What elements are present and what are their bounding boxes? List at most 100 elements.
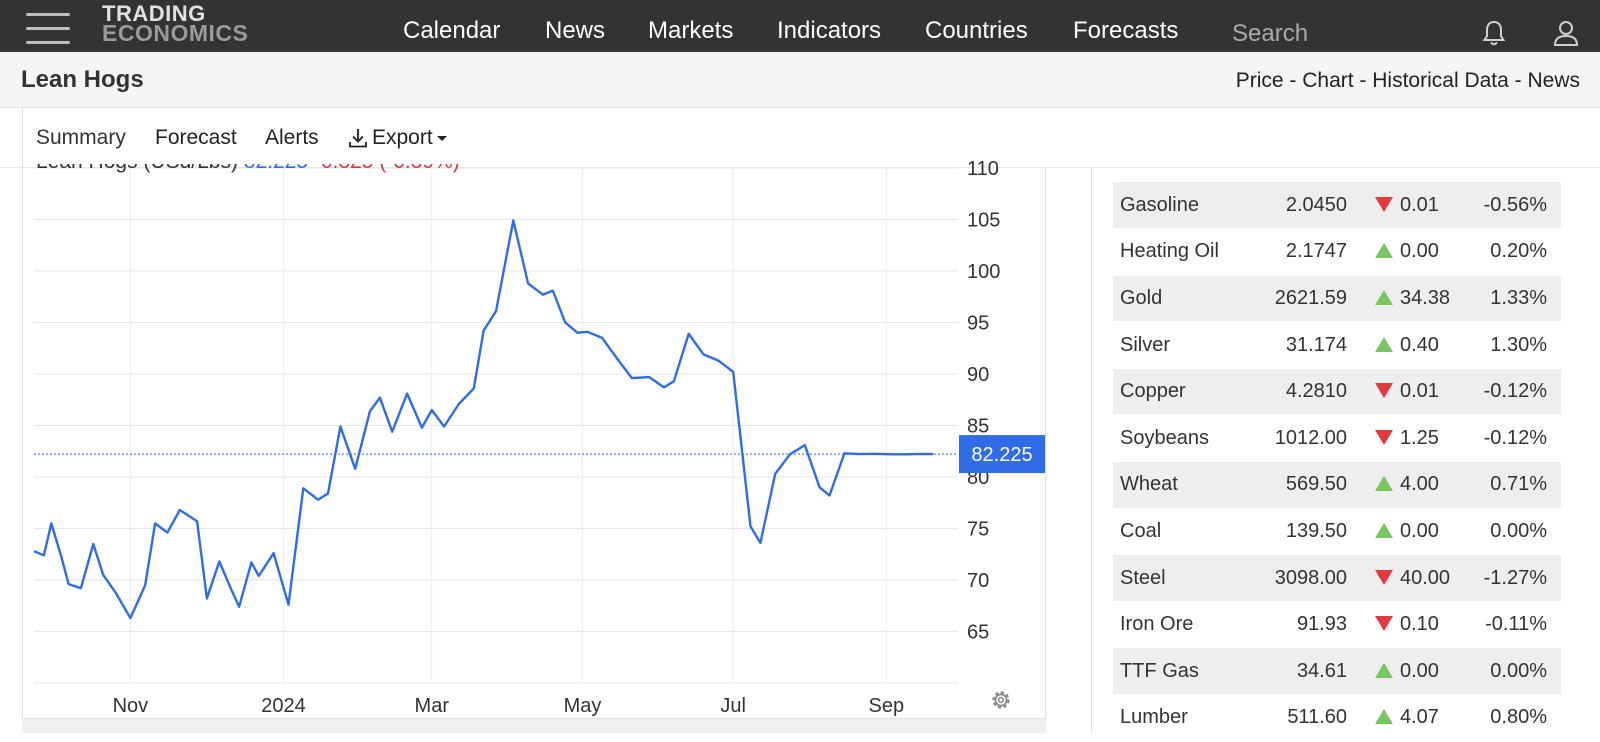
- commodities-panel: Gasoline 2.0450 0.01 -0.56% Heating Oil 2.174…: [1091, 168, 1568, 742]
- arrow-down-icon: [1375, 383, 1393, 399]
- commodity-name[interactable]: Gold: [1113, 275, 1241, 323]
- change-value: 1.25: [1400, 426, 1439, 449]
- table-row[interactable]: Wheat 569.50 4.00 0.71%: [1113, 461, 1561, 509]
- nav-calendar[interactable]: Calendar: [403, 17, 501, 44]
- arrow-up-icon: [1375, 243, 1393, 259]
- commodity-name[interactable]: Iron Ore: [1113, 601, 1241, 649]
- commodity-change: 0.00: [1351, 508, 1467, 556]
- commodity-price: 1012.00: [1241, 414, 1351, 463]
- table-row[interactable]: Coal 139.50 0.00 0.00%: [1113, 508, 1561, 556]
- breadcrumb-separator: -: [1508, 69, 1528, 92]
- table-row[interactable]: Gasoline 2.0450 0.01 -0.56%: [1113, 182, 1561, 230]
- table-row[interactable]: Copper 4.2810 0.01 -0.12%: [1113, 368, 1561, 416]
- change-value: 0.00: [1400, 240, 1439, 263]
- commodity-change: 4.07: [1351, 694, 1467, 742]
- menu-icon[interactable]: [26, 12, 70, 46]
- commodity-price: 3098.00: [1241, 554, 1351, 602]
- table-row[interactable]: Steel 3098.00 40.00 -1.27%: [1113, 554, 1561, 602]
- arrow-up-icon: [1375, 709, 1393, 725]
- gear-icon[interactable]: [988, 687, 1014, 713]
- arrow-up-icon: [1375, 662, 1393, 678]
- commodity-percent: -1.27%: [1467, 554, 1561, 602]
- bell-icon[interactable]: [1480, 18, 1508, 48]
- commodity-percent: -0.11%: [1467, 601, 1561, 649]
- y-tick-label: 75: [967, 519, 989, 541]
- tab-summary[interactable]: Summary: [36, 126, 126, 149]
- link-historical-data[interactable]: Historical Data: [1372, 69, 1509, 92]
- nav-countries[interactable]: Countries: [925, 17, 1028, 44]
- commodity-name[interactable]: Steel: [1113, 554, 1241, 602]
- commodity-name[interactable]: Gasoline: [1113, 182, 1241, 230]
- commodity-change: 1.25: [1351, 414, 1467, 463]
- commodities-table: Gasoline 2.0450 0.01 -0.56% Heating Oil 2.174…: [1113, 182, 1561, 742]
- link-price[interactable]: Price: [1235, 69, 1284, 92]
- commodity-price: 2.1747: [1241, 228, 1351, 276]
- chevron-down-icon: [436, 135, 447, 141]
- commodity-price: 139.50: [1241, 508, 1351, 556]
- tabs-bar: Summary Forecast Alerts Export: [0, 108, 1600, 168]
- arrow-up-icon: [1375, 289, 1393, 305]
- commodity-percent: 0.00%: [1467, 508, 1561, 556]
- commodity-name[interactable]: Heating Oil: [1113, 228, 1241, 276]
- logo[interactable]: TRADING ECONOMICS: [102, 1, 249, 47]
- table-row[interactable]: Lumber 511.60 4.07 0.80%: [1113, 694, 1561, 742]
- last-value-badge: [959, 435, 1045, 474]
- nav-forecasts[interactable]: Forecasts: [1073, 17, 1179, 44]
- table-row[interactable]: Heating Oil 2.1747 0.00 0.20%: [1113, 228, 1561, 276]
- commodity-name[interactable]: Silver: [1113, 321, 1241, 369]
- commodity-percent: -0.12%: [1467, 414, 1561, 463]
- logo-line2: ECONOMICS: [102, 20, 249, 47]
- chart-panel: [22, 168, 1046, 733]
- commodity-name[interactable]: Wheat: [1113, 461, 1241, 509]
- y-tick-label: 100: [967, 261, 1000, 283]
- y-tick-label: 105: [967, 210, 1000, 232]
- commodity-change: 0.01: [1351, 368, 1467, 416]
- tab-forecast[interactable]: Forecast: [155, 126, 237, 149]
- change-value: 0.01: [1400, 380, 1439, 403]
- legend-value: 82.225: [244, 164, 308, 173]
- table-row[interactable]: Iron Ore 91.93 0.10 -0.11%: [1113, 601, 1561, 649]
- link-news[interactable]: News: [1527, 69, 1580, 92]
- nav-indicators[interactable]: Indicators: [777, 17, 882, 44]
- change-value: 0.40: [1400, 333, 1439, 356]
- breadcrumb-separator: -: [1353, 69, 1373, 92]
- breadcrumb-separator: -: [1283, 69, 1303, 92]
- nav-markets[interactable]: Markets: [648, 17, 734, 44]
- y-tick-label: 70: [967, 570, 989, 592]
- page-title: Lean Hogs: [21, 66, 144, 93]
- commodity-percent: 0.00%: [1467, 647, 1561, 696]
- arrow-up-icon: [1375, 336, 1393, 352]
- commodity-name[interactable]: TTF Gas: [1113, 647, 1241, 696]
- table-row[interactable]: Soybeans 1012.00 1.25 -0.12%: [1113, 414, 1561, 463]
- commodity-percent: 0.80%: [1467, 694, 1561, 742]
- commodity-percent: -0.56%: [1467, 182, 1561, 230]
- search-input[interactable]: [1224, 15, 1436, 53]
- export-button[interactable]: Export: [347, 126, 447, 150]
- commodity-name[interactable]: Lumber: [1113, 694, 1241, 742]
- arrow-up-icon: [1375, 476, 1393, 492]
- nav-news[interactable]: News: [545, 17, 606, 44]
- commodity-name[interactable]: Copper: [1113, 368, 1241, 416]
- commodity-price: 2621.59: [1241, 275, 1351, 323]
- commodity-name[interactable]: Soybeans: [1113, 414, 1241, 463]
- table-row[interactable]: TTF Gas 34.61 0.00 0.00%: [1113, 647, 1561, 696]
- commodity-change: 34.38: [1351, 275, 1467, 323]
- tab-alerts[interactable]: Alerts: [265, 126, 319, 149]
- arrow-up-icon: [1375, 522, 1393, 538]
- table-row[interactable]: Gold 2621.59 34.38 1.33%: [1113, 275, 1561, 323]
- commodity-name[interactable]: Coal: [1113, 508, 1241, 556]
- x-tick-label: Sep: [869, 695, 905, 717]
- logo-line1: TRADING: [102, 1, 206, 26]
- user-icon[interactable]: [1552, 18, 1580, 48]
- commodity-percent: 1.33%: [1467, 275, 1561, 323]
- arrow-down-icon: [1375, 616, 1393, 632]
- price-chart[interactable]: Nov 2024 Mar May Jul Sep657075808590951001051…: [0, 0, 1046, 733]
- link-chart[interactable]: Chart: [1302, 69, 1354, 92]
- arrow-down-icon: [1375, 429, 1393, 445]
- change-value: 0.01: [1400, 193, 1439, 216]
- title-bar: Lean Hogs Price - Chart - Historical Dat…: [0, 52, 1600, 108]
- change-value: 40.00: [1400, 566, 1451, 589]
- commodity-percent: -0.12%: [1467, 368, 1561, 416]
- commodity-price: 4.2810: [1241, 368, 1351, 416]
- table-row[interactable]: Silver 31.174 0.40 1.30%: [1113, 321, 1561, 369]
